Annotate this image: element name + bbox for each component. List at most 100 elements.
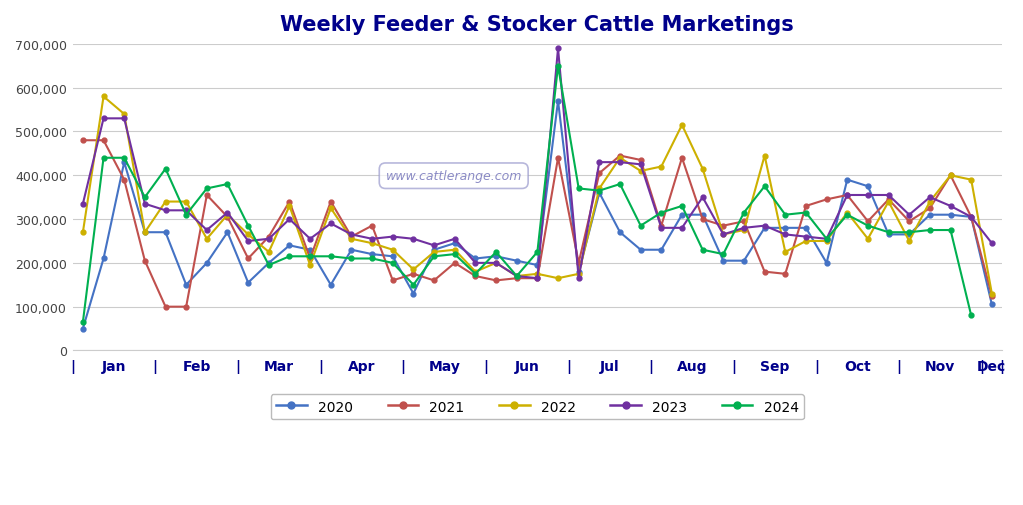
2023: [944, 204, 957, 210]
2023: [883, 192, 895, 198]
2021: [986, 293, 998, 299]
2020: [800, 225, 812, 231]
2021: [800, 204, 812, 210]
2023: [593, 160, 606, 166]
2021: [551, 156, 564, 162]
2022: [283, 204, 296, 210]
2020: [634, 247, 647, 254]
2022: [387, 247, 399, 254]
2022: [883, 199, 895, 205]
2023: [283, 217, 296, 223]
2023: [634, 162, 647, 168]
2024: [965, 313, 977, 319]
2021: [118, 177, 130, 183]
2021: [820, 197, 833, 203]
2024: [221, 182, 233, 188]
2022: [118, 112, 130, 118]
2020: [820, 260, 833, 266]
2023: [738, 225, 750, 231]
2022: [573, 271, 585, 277]
2022: [449, 247, 461, 254]
2024: [717, 251, 729, 258]
2022: [428, 249, 440, 256]
2020: [490, 254, 502, 260]
2022: [242, 232, 255, 238]
2023: [263, 236, 275, 242]
2020: [738, 258, 750, 264]
2020: [861, 184, 874, 190]
2021: [510, 276, 523, 282]
2021: [242, 256, 255, 262]
2024: [283, 254, 296, 260]
2024: [387, 260, 399, 266]
2020: [242, 280, 255, 286]
2020: [841, 177, 853, 183]
2023: [366, 236, 379, 242]
2024: [428, 254, 440, 260]
Legend: 2020, 2021, 2022, 2023, 2024: 2020, 2021, 2022, 2023, 2024: [271, 394, 804, 420]
2021: [449, 260, 461, 266]
2022: [304, 263, 316, 269]
2020: [428, 247, 440, 254]
2024: [324, 254, 337, 260]
2022: [77, 230, 89, 236]
2021: [531, 276, 543, 282]
2023: [924, 195, 936, 201]
2024: [160, 166, 172, 172]
2022: [758, 153, 770, 159]
2021: [883, 197, 895, 203]
2020: [283, 243, 296, 249]
2024: [242, 223, 255, 229]
2021: [490, 278, 502, 284]
2020: [924, 212, 936, 218]
2021: [324, 199, 337, 205]
2021: [717, 223, 729, 229]
2022: [800, 238, 812, 244]
2020: [324, 282, 337, 288]
2020: [883, 232, 895, 238]
2022: [366, 241, 379, 247]
2022: [717, 232, 729, 238]
Title: Weekly Feeder & Stocker Cattle Marketings: Weekly Feeder & Stocker Cattle Marketing…: [280, 15, 794, 35]
2021: [841, 192, 853, 198]
2022: [97, 94, 109, 100]
2020: [758, 225, 770, 231]
2023: [676, 225, 688, 231]
2020: [676, 212, 688, 218]
2023: [820, 236, 833, 242]
2024: [263, 263, 275, 269]
2021: [180, 304, 192, 310]
2024: [780, 212, 792, 218]
2020: [139, 230, 151, 236]
2021: [634, 158, 647, 164]
2020: [387, 254, 399, 260]
2022: [861, 236, 874, 242]
2023: [428, 243, 440, 249]
2024: [201, 186, 213, 192]
2024: [883, 230, 895, 236]
2022: [407, 267, 419, 273]
2022: [510, 273, 523, 279]
2020: [510, 258, 523, 264]
2021: [676, 156, 688, 162]
2023: [304, 236, 316, 242]
2021: [201, 192, 213, 198]
2021: [614, 153, 626, 159]
2021: [903, 219, 916, 225]
2023: [407, 236, 419, 242]
2024: [573, 186, 585, 192]
2023: [470, 260, 482, 266]
2022: [841, 210, 853, 216]
2021: [861, 219, 874, 225]
2022: [903, 238, 916, 244]
2024: [924, 228, 936, 234]
2020: [118, 160, 130, 166]
2023: [346, 232, 358, 238]
2024: [366, 256, 379, 262]
2021: [366, 223, 379, 229]
2021: [160, 304, 172, 310]
2020: [97, 256, 109, 262]
2020: [944, 212, 957, 218]
2024: [634, 223, 647, 229]
2023: [861, 192, 874, 198]
